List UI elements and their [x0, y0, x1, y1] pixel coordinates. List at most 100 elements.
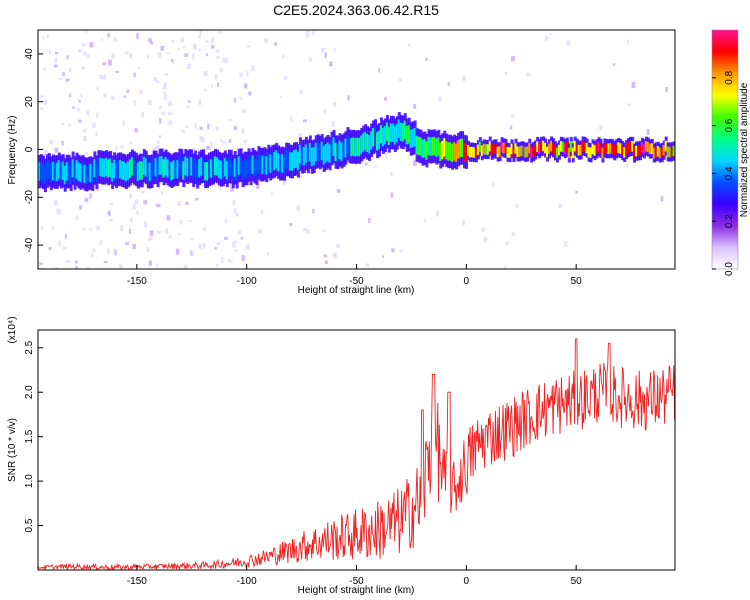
- spectrogram-core-cell: [644, 140, 648, 152]
- spectrogram-core-cell: [465, 142, 469, 162]
- spectrogram-noise-cell: [224, 218, 228, 223]
- spectrogram-core-cell: [39, 161, 43, 181]
- spectrogram-core-cell: [237, 156, 241, 175]
- spectrogram-core-cell: [229, 157, 233, 176]
- spectrogram-noise-cell: [298, 133, 303, 139]
- spectrogram-noise-cell: [177, 233, 181, 236]
- spectrogram-noise-cell: [232, 200, 236, 206]
- spectrogram-noise-cell: [103, 93, 107, 98]
- spectrogram-core-cell: [516, 146, 520, 158]
- spectrogram-core-cell: [514, 143, 518, 154]
- spectrogram-noise-cell: [61, 122, 64, 126]
- spectrogram-noise-cell: [81, 43, 86, 47]
- spectrogram-core-cell: [336, 143, 340, 162]
- spectrogram-core-cell: [47, 160, 51, 180]
- spectrogram-core-cell: [579, 144, 583, 156]
- spectrogram-noise-cell: [492, 181, 495, 187]
- snr-y-tick-label: 1.5: [24, 429, 35, 443]
- spectrogram-core-cell: [285, 150, 289, 169]
- spectrogram-core-cell: [69, 165, 73, 184]
- spectrogram-core-cell: [449, 142, 453, 161]
- spectrogram-noise-cell: [214, 73, 218, 80]
- spectrogram-core-cell: [609, 143, 613, 154]
- spectrogram-core-cell: [59, 162, 63, 182]
- spectrogram-core-cell: [63, 165, 67, 185]
- spectrogram-noise-cell: [185, 125, 189, 128]
- spectrogram-noise-cell: [163, 94, 167, 100]
- spectrogram-noise-cell: [324, 52, 327, 59]
- spectrogram-core-cell: [575, 142, 579, 154]
- spectrogram-noise-cell: [164, 73, 169, 76]
- spectrogram-noise-cell: [190, 237, 194, 241]
- spectrogram-noise-cell: [328, 61, 333, 67]
- spectrogram-noise-cell: [155, 80, 159, 84]
- spectrogram-core-cell: [75, 160, 79, 179]
- spectrogram-noise-cell: [108, 210, 111, 217]
- spectrogram-core-cell: [194, 158, 198, 177]
- spectrogram-core-cell: [530, 147, 534, 159]
- spectrogram-noise-cell: [54, 58, 58, 63]
- spectrogram-core-cell: [211, 158, 215, 177]
- spectrogram-noise-cell: [511, 56, 516, 62]
- spectrogram-core-cell: [660, 147, 664, 158]
- spectrogram-noise-cell: [631, 82, 636, 89]
- spectrogram-core-cell: [158, 156, 162, 175]
- spectrogram-core-cell: [385, 122, 389, 141]
- spectrogram-noise-cell: [399, 249, 403, 254]
- spectrogram-noise-cell: [61, 140, 64, 146]
- spectrogram-core-cell: [289, 152, 293, 171]
- spectrogram-noise-cell: [96, 86, 99, 91]
- spectrogram-core-cell: [654, 146, 658, 158]
- spectrogram-core-cell: [559, 141, 563, 152]
- spectrogram-noise-cell: [199, 30, 202, 36]
- spectrogram-core-cell: [275, 150, 279, 169]
- spectrogram-noise-cell: [136, 210, 139, 215]
- spectrogram-core-cell: [67, 162, 71, 181]
- spectrogram-noise-cell: [221, 257, 224, 263]
- spectrogram-core-cell: [101, 158, 105, 177]
- spectrogram-noise-cell: [43, 99, 48, 105]
- spectrogram-noise-cell: [660, 195, 664, 202]
- spectrogram-noise-cell: [228, 118, 233, 122]
- spectrogram-core-cell: [134, 160, 138, 179]
- snr-x-tick-label: -150: [127, 576, 147, 587]
- spectrogram-noise-cell: [84, 197, 89, 202]
- spectrogram-noise-cell: [148, 260, 153, 266]
- spectrogram-noise-cell: [204, 88, 207, 92]
- spectrogram-noise-cell: [192, 53, 195, 60]
- spectrogram-noise-cell: [235, 212, 239, 217]
- spectrogram-core-cell: [79, 163, 83, 183]
- spectrogram-core-cell: [399, 122, 403, 142]
- spectrogram-noise-cell: [544, 35, 549, 42]
- spectrogram-noise-cell: [167, 112, 172, 116]
- spectrogram-core-cell: [97, 157, 101, 177]
- spectrogram-noise-cell: [526, 72, 531, 77]
- spectrogram-noise-cell: [447, 82, 450, 87]
- spectrogram-noise-cell: [76, 107, 80, 112]
- spectrogram-noise-cell: [321, 47, 325, 51]
- spectrogram-noise-cell: [303, 119, 307, 123]
- spectrogram-noise-cell: [333, 48, 337, 52]
- spectrogram-core-cell: [57, 160, 61, 179]
- spectrogram-core-cell: [99, 157, 103, 177]
- spectrogram-core-cell: [617, 142, 621, 153]
- spectrogram-core-cell: [595, 143, 599, 155]
- spectrogram-noise-cell: [206, 145, 211, 151]
- spectrogram-core-cell: [370, 131, 374, 150]
- spectrogram-noise-cell: [182, 46, 186, 49]
- spectrogram-core-cell: [571, 147, 575, 159]
- spectrogram-noise-cell: [284, 75, 288, 80]
- spectrogram-noise-cell: [391, 248, 395, 253]
- spectrogram-noise-cell: [290, 116, 293, 123]
- spectrogram-core-cell: [387, 126, 391, 146]
- spectrogram-core-cell: [557, 144, 561, 156]
- spectrogram-core-cell: [219, 160, 223, 180]
- spectrogram-noise-cell: [177, 47, 180, 51]
- spectrogram-core-cell: [429, 137, 433, 156]
- spectrogram-core-cell: [287, 150, 291, 169]
- spectrogram-core-cell: [279, 154, 283, 174]
- spectrogram-core-cell: [249, 159, 253, 178]
- spectrogram-noise-cell: [120, 225, 124, 232]
- spectrogram-core-cell: [188, 156, 192, 176]
